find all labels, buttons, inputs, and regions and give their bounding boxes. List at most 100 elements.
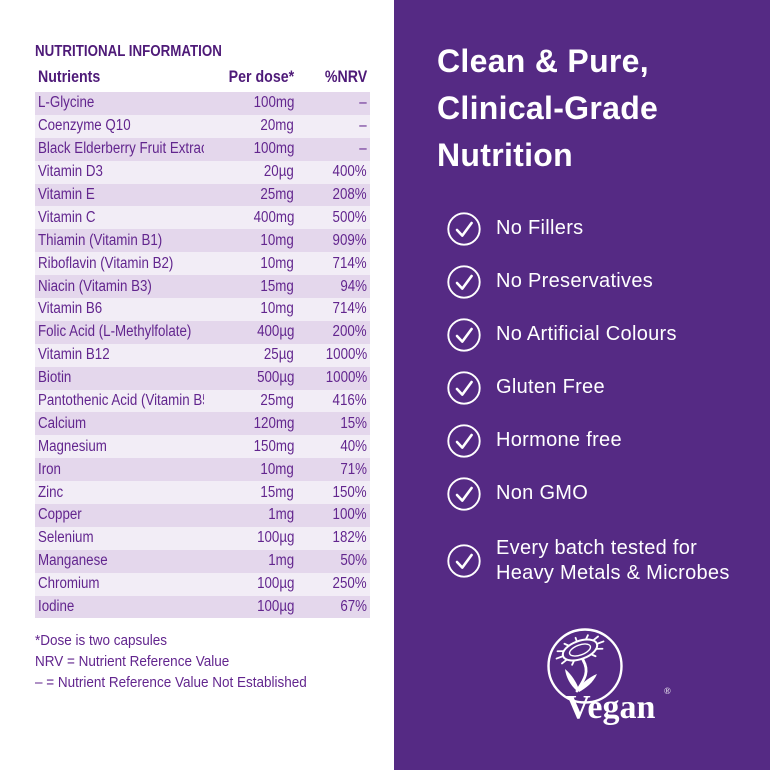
nrv-cell: – [359, 94, 367, 112]
benefit-item: Gluten Free [447, 361, 752, 414]
benefit-item: Every batch tested for Heavy Metals & Mi… [447, 534, 752, 587]
table-row: Vitamin B6 10mg 714% [35, 298, 370, 321]
nutrient-name-cell: Folic Acid (L-Methylfolate) [38, 323, 192, 341]
table-row: Iodine 100µg 67% [35, 595, 370, 619]
check-circle-icon [447, 317, 481, 352]
sunflower-icon [555, 634, 605, 666]
table-row: Zinc 15mg 150% [35, 481, 370, 505]
dose-cell: 10mg [260, 254, 294, 272]
nrv-cell: 182% [332, 529, 367, 547]
dose-cell: 400mg [253, 208, 294, 226]
vegan-logo-circle [547, 628, 623, 704]
dose-cell: 100mg [253, 94, 294, 112]
nutrient-name-cell: Chromium [38, 575, 100, 593]
nutrition-facts-section: NUTRITIONAL INFORMATION Nutrients Per do… [35, 0, 370, 770]
nrv-cell: 67% [340, 598, 367, 616]
table-row: Riboflavin (Vitamin B2) 10mg 714% [35, 252, 370, 276]
heading-line-3: Nutrition [437, 137, 573, 173]
nrv-cell: 909% [332, 231, 367, 249]
table-row: Biotin 500µg 1000% [35, 366, 370, 390]
benefit-label: Non GMO [496, 482, 589, 505]
benefit-item: No Artificial Colours [447, 308, 752, 361]
dose-cell: 25mg [260, 186, 294, 203]
nrv-cell: 400% [332, 163, 367, 181]
table-row: Magnesium 150mg 40% [35, 435, 370, 459]
table-row: Vitamin D3 20µg 400% [35, 160, 370, 184]
nutrient-name-cell: Coenzyme Q10 [38, 117, 131, 135]
nrv-cell: 500% [332, 208, 367, 226]
benefit-label: Gluten Free [496, 376, 605, 399]
dose-cell: 20µg [264, 163, 294, 181]
table-row: Coenzyme Q10 20mg – [35, 114, 370, 138]
nutrient-name-cell: Copper [38, 506, 82, 524]
nutrient-name-cell: Riboflavin (Vitamin B2) [38, 254, 174, 272]
nutrient-name-cell: Selenium [38, 529, 94, 547]
nutrient-name-cell: Biotin [38, 369, 72, 387]
dose-cell: 1mg [268, 506, 294, 524]
benefits-panel: Clean & Pure, Clinical-Grade Nutrition N… [394, 0, 770, 770]
table-row: Calcium 120mg 15% [35, 412, 370, 436]
table-row: Vitamin E 25mg 208% [35, 183, 370, 207]
col-header-per-dose: Per dose* [228, 68, 294, 86]
benefit-label: No Artificial Colours [496, 323, 677, 346]
nutrition-title: NUTRITIONAL INFORMATION [35, 43, 222, 60]
check-circle-icon [447, 543, 481, 578]
heading-line-1: Clean & Pure, [437, 43, 649, 79]
nutrient-name-cell: Niacin (Vitamin B3) [38, 277, 152, 295]
benefit-item: No Fillers [447, 202, 752, 255]
nrv-cell: 714% [332, 300, 367, 318]
nrv-cell: 1000% [325, 369, 367, 387]
vegan-logo-text: Vegan [566, 689, 656, 726]
table-row: Vitamin C 400mg 500% [35, 206, 370, 230]
footnote-dose: *Dose is two capsules [35, 632, 168, 649]
table-row: Pantothenic Acid (Vitamin B5) 25mg 416% [35, 389, 370, 413]
nutrient-name-cell: Vitamin B12 [38, 346, 110, 364]
nrv-cell: 416% [332, 392, 367, 410]
nrv-cell: 71% [340, 460, 367, 478]
table-row: Chromium 100µg 250% [35, 572, 370, 596]
table-row: Selenium 100µg 182% [35, 526, 370, 550]
table-row: Folic Acid (L-Methylfolate) 400µg 200% [35, 320, 370, 344]
vegan-society-logo: Vegan ® [547, 628, 671, 726]
nutrient-name-cell: Vitamin E [38, 186, 95, 203]
benefit-label: No Fillers [496, 217, 584, 240]
table-body: L-Glycine 100mg – Coenzyme Q10 20mg – Bl… [35, 92, 370, 619]
dose-cell: 25µg [264, 346, 294, 364]
dose-cell: 10mg [260, 231, 294, 249]
dose-cell: 10mg [260, 300, 294, 318]
nrv-cell: 250% [332, 575, 367, 593]
dose-cell: 120mg [253, 414, 294, 432]
dose-cell: 20mg [260, 117, 294, 135]
nutrient-name-cell: L-Glycine [38, 94, 95, 112]
check-circle-icon [447, 211, 481, 246]
dose-cell: 150mg [253, 437, 294, 455]
panel-heading: Clean & Pure, Clinical-Grade Nutrition [437, 38, 658, 179]
check-circle-icon [447, 476, 481, 511]
table-row: Thiamin (Vitamin B1) 10mg 909% [35, 229, 370, 253]
check-circle-icon [447, 423, 481, 458]
table-header: Nutrients Per dose* %NRV [35, 65, 370, 90]
table-row: Black Elderberry Fruit Extract 100mg – [35, 137, 370, 161]
benefits-list: No Fillers No Preservatives No Artificia… [447, 202, 752, 587]
check-circle-icon [447, 370, 481, 405]
nutrient-name-cell: Zinc [38, 483, 64, 501]
table-row: Copper 1mg 100% [35, 504, 370, 527]
table-row: Iron 10mg 71% [35, 458, 370, 482]
dose-cell: 100µg [256, 529, 294, 547]
nutrient-name-cell: Pantothenic Acid (Vitamin B5) [38, 392, 204, 410]
nutrient-name-cell: Vitamin D3 [38, 163, 103, 181]
footnote-nrv: NRV = Nutrient Reference Value [35, 653, 230, 670]
table-row: L-Glycine 100mg – [35, 92, 370, 115]
table-row: Manganese 1mg 50% [35, 549, 370, 573]
benefit-item: Non GMO [447, 467, 752, 520]
leaf-left-icon [565, 669, 578, 691]
nutrient-name-cell: Thiamin (Vitamin B1) [38, 231, 163, 249]
nrv-cell: 714% [332, 254, 367, 272]
dose-cell: 25mg [260, 392, 294, 410]
benefit-item: Hormone free [447, 414, 752, 467]
nrv-cell: 94% [340, 277, 367, 295]
table-row: Vitamin B12 25µg 1000% [35, 343, 370, 367]
benefit-label: Every batch tested for Heavy Metals & Mi… [496, 537, 730, 584]
table-row: Niacin (Vitamin B3) 15mg 94% [35, 275, 370, 299]
col-header-nrv: %NRV [324, 68, 367, 86]
